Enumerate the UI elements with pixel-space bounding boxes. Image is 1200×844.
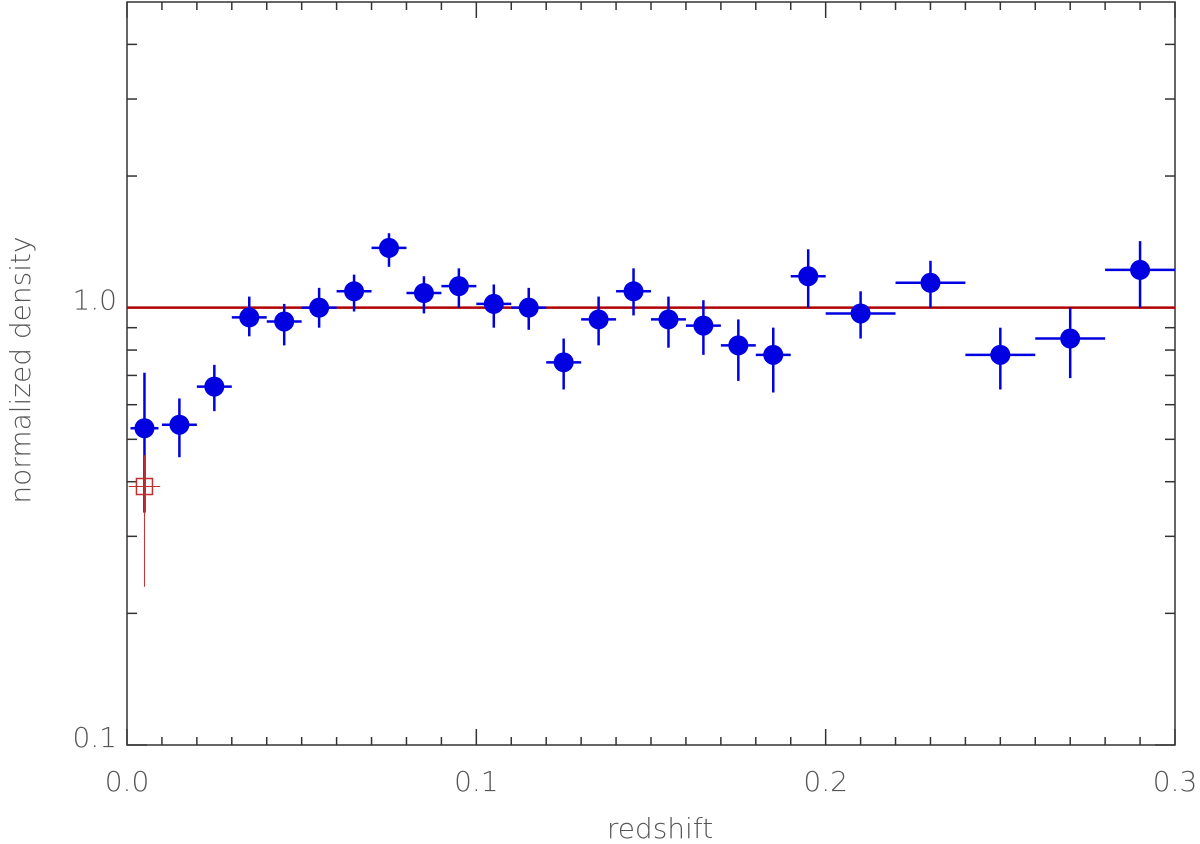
x-tick-label: 0.0 xyxy=(105,765,150,798)
data-point xyxy=(728,335,749,356)
x-tick-label: 0.1 xyxy=(454,765,499,798)
y-axis-label: normalized density xyxy=(4,236,37,503)
x-axis-label: redshift xyxy=(607,812,713,844)
data-point xyxy=(798,266,819,287)
data-point xyxy=(763,344,784,365)
data-point xyxy=(379,237,399,258)
data-point xyxy=(169,414,190,435)
data-point xyxy=(1060,328,1081,349)
x-tick-label: 0.2 xyxy=(803,765,848,798)
data-point xyxy=(204,376,225,397)
data-point xyxy=(309,297,330,318)
data-point xyxy=(413,283,434,304)
data-point xyxy=(623,281,644,302)
y-tick-label: 1.0 xyxy=(72,284,117,317)
data-point xyxy=(274,311,295,332)
y-tick-label: 0.1 xyxy=(72,721,117,754)
data-point xyxy=(134,418,155,439)
data-point xyxy=(658,309,679,330)
data-point xyxy=(1130,259,1151,280)
data-point xyxy=(693,315,714,336)
data-point xyxy=(850,303,871,324)
data-point xyxy=(239,307,260,328)
data-point xyxy=(553,352,574,373)
data-point xyxy=(518,297,539,318)
plot-frame xyxy=(126,1,1176,746)
data-point xyxy=(135,477,154,496)
data-point xyxy=(990,344,1011,365)
data-point xyxy=(588,309,609,330)
data-point xyxy=(344,281,365,302)
x-tick-label: 0.3 xyxy=(1153,765,1198,798)
data-point xyxy=(920,272,941,293)
data-point xyxy=(448,276,469,297)
data-point xyxy=(483,293,504,314)
